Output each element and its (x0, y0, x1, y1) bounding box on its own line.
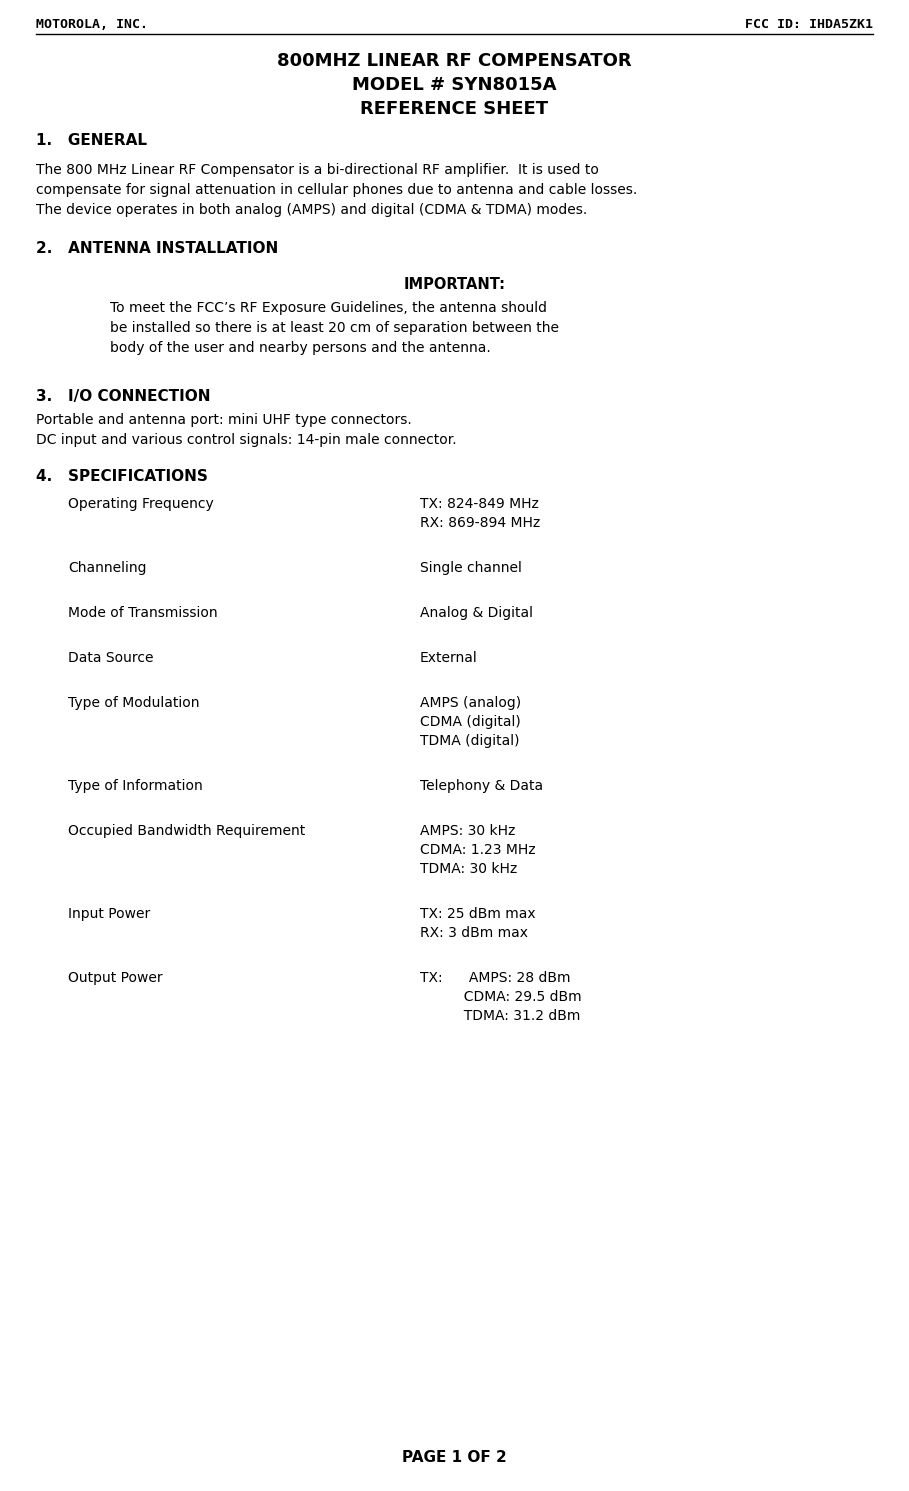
Text: TX:      AMPS: 28 dBm: TX: AMPS: 28 dBm (420, 971, 571, 986)
Text: REFERENCE SHEET: REFERENCE SHEET (361, 100, 548, 118)
Text: Portable and antenna port: mini UHF type connectors.: Portable and antenna port: mini UHF type… (36, 413, 412, 426)
Text: To meet the FCC’s RF Exposure Guidelines, the antenna should: To meet the FCC’s RF Exposure Guidelines… (110, 301, 547, 315)
Text: FCC ID: IHDA5ZK1: FCC ID: IHDA5ZK1 (745, 18, 873, 31)
Text: PAGE 1 OF 2: PAGE 1 OF 2 (402, 1451, 507, 1466)
Text: Mode of Transmission: Mode of Transmission (68, 605, 217, 620)
Text: DC input and various control signals: 14-pin male connector.: DC input and various control signals: 14… (36, 432, 456, 447)
Text: CDMA: 29.5 dBm: CDMA: 29.5 dBm (420, 990, 582, 1003)
Text: TDMA (digital): TDMA (digital) (420, 734, 520, 748)
Text: RX: 3 dBm max: RX: 3 dBm max (420, 926, 528, 939)
Text: Output Power: Output Power (68, 971, 163, 986)
Text: 4.   SPECIFICATIONS: 4. SPECIFICATIONS (36, 470, 208, 485)
Text: CDMA (digital): CDMA (digital) (420, 716, 521, 729)
Text: Type of Information: Type of Information (68, 778, 203, 793)
Text: 3.   I/O CONNECTION: 3. I/O CONNECTION (36, 389, 211, 404)
Text: MODEL # SYN8015A: MODEL # SYN8015A (353, 76, 556, 94)
Text: TX: 25 dBm max: TX: 25 dBm max (420, 907, 535, 921)
Text: Type of Modulation: Type of Modulation (68, 696, 199, 710)
Text: Analog & Digital: Analog & Digital (420, 605, 533, 620)
Text: AMPS (analog): AMPS (analog) (420, 696, 521, 710)
Text: The device operates in both analog (AMPS) and digital (CDMA & TDMA) modes.: The device operates in both analog (AMPS… (36, 203, 587, 218)
Text: Telephony & Data: Telephony & Data (420, 778, 543, 793)
Text: External: External (420, 652, 478, 665)
Text: The 800 MHz Linear RF Compensator is a bi-directional RF amplifier.  It is used : The 800 MHz Linear RF Compensator is a b… (36, 163, 599, 177)
Text: TDMA: 31.2 dBm: TDMA: 31.2 dBm (420, 1009, 580, 1023)
Text: compensate for signal attenuation in cellular phones due to antenna and cable lo: compensate for signal attenuation in cel… (36, 183, 637, 197)
Text: Channeling: Channeling (68, 561, 146, 576)
Text: Data Source: Data Source (68, 652, 154, 665)
Text: Input Power: Input Power (68, 907, 150, 921)
Text: AMPS: 30 kHz: AMPS: 30 kHz (420, 825, 515, 838)
Text: body of the user and nearby persons and the antenna.: body of the user and nearby persons and … (110, 341, 491, 355)
Text: Occupied Bandwidth Requirement: Occupied Bandwidth Requirement (68, 825, 305, 838)
Text: TDMA: 30 kHz: TDMA: 30 kHz (420, 862, 517, 877)
Text: Single channel: Single channel (420, 561, 522, 576)
Text: RX: 869-894 MHz: RX: 869-894 MHz (420, 516, 540, 529)
Text: 800MHZ LINEAR RF COMPENSATOR: 800MHZ LINEAR RF COMPENSATOR (277, 52, 632, 70)
Text: IMPORTANT:: IMPORTANT: (404, 277, 505, 292)
Text: TX: 824-849 MHz: TX: 824-849 MHz (420, 497, 539, 511)
Text: CDMA: 1.23 MHz: CDMA: 1.23 MHz (420, 842, 535, 857)
Text: be installed so there is at least 20 cm of separation between the: be installed so there is at least 20 cm … (110, 321, 559, 335)
Text: 2.   ANTENNA INSTALLATION: 2. ANTENNA INSTALLATION (36, 242, 278, 256)
Text: MOTOROLA, INC.: MOTOROLA, INC. (36, 18, 148, 31)
Text: Operating Frequency: Operating Frequency (68, 497, 214, 511)
Text: 1.   GENERAL: 1. GENERAL (36, 133, 147, 148)
